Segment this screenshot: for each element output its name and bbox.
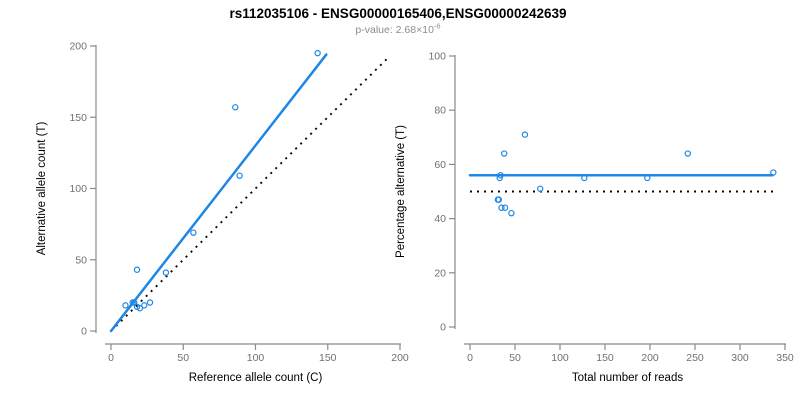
x-tick-label: 100 — [247, 352, 265, 364]
fit-line — [109, 53, 328, 333]
y-tick-label: 40 — [434, 213, 446, 225]
reference-line — [110, 55, 391, 332]
data-point — [136, 305, 144, 312]
p-value-text: p-value: 2.68×10 — [355, 24, 434, 36]
y-axis-title: Alternative allele count (T) — [36, 122, 48, 256]
data-point — [508, 209, 515, 217]
data-point — [521, 131, 529, 138]
data-point — [644, 174, 651, 182]
x-tick-label: 200 — [641, 352, 659, 364]
x-tick-label: 250 — [686, 352, 704, 364]
x-tick-label: 200 — [391, 352, 409, 364]
y-tick-label: 150 — [69, 112, 87, 124]
data-point — [770, 169, 777, 176]
y-tick-label: 100 — [428, 51, 446, 63]
y-tick-label: 80 — [434, 105, 446, 117]
y-tick-label: 50 — [75, 254, 87, 266]
data-point — [146, 299, 154, 306]
y-tick-label: 200 — [69, 41, 87, 53]
data-point — [501, 150, 508, 157]
p-value-label: p-value: 2.68×10-6 — [0, 21, 796, 36]
data-point — [498, 204, 505, 211]
data-point — [314, 49, 321, 57]
x-axis-title: Reference allele count (C) — [189, 372, 323, 384]
data-point — [133, 266, 141, 273]
y-tick-label: 100 — [69, 183, 87, 195]
y-tick-label: 60 — [434, 159, 446, 171]
data-point — [122, 302, 129, 309]
scatter-panel: 0 20 40 60 80 100 0 50 100 150 200 250 300 350 Total n… — [395, 51, 794, 385]
data-point — [581, 174, 588, 182]
data-point — [232, 104, 239, 111]
y-tick-label: 0 — [81, 326, 87, 338]
x-tick-label: 50 — [509, 352, 521, 364]
plot-title: rs112035106 - ENSG00000165406,ENSG000002… — [229, 6, 567, 21]
data-point — [495, 196, 502, 203]
data-point — [501, 204, 509, 211]
x-tick-label: 50 — [177, 352, 189, 364]
p-value-exponent: -6 — [433, 21, 441, 31]
data-point — [130, 299, 138, 306]
data-point — [141, 302, 148, 309]
data-point — [236, 172, 243, 179]
y-tick-label: 20 — [434, 267, 446, 279]
x-tick-label: 150 — [596, 352, 614, 364]
data-point — [190, 229, 197, 236]
y-axis-title: Percentage alternative (T) — [395, 125, 407, 258]
x-tick-label: 100 — [551, 352, 569, 364]
x-tick-label: 350 — [776, 352, 794, 364]
x-tick-label: 0 — [108, 352, 114, 364]
data-point — [497, 172, 504, 179]
x-tick-label: 300 — [731, 352, 749, 364]
data-point — [537, 185, 544, 192]
y-tick-label: 0 — [440, 322, 446, 334]
scatter-panel: 0 50 100 150 200 0 50 100 150 200 Reference allele… — [36, 41, 409, 385]
x-tick-label: 0 — [467, 352, 473, 364]
x-tick-label: 150 — [319, 352, 337, 364]
data-point — [684, 150, 692, 157]
x-axis-title: Total number of reads — [572, 372, 683, 384]
data-point — [162, 269, 170, 276]
